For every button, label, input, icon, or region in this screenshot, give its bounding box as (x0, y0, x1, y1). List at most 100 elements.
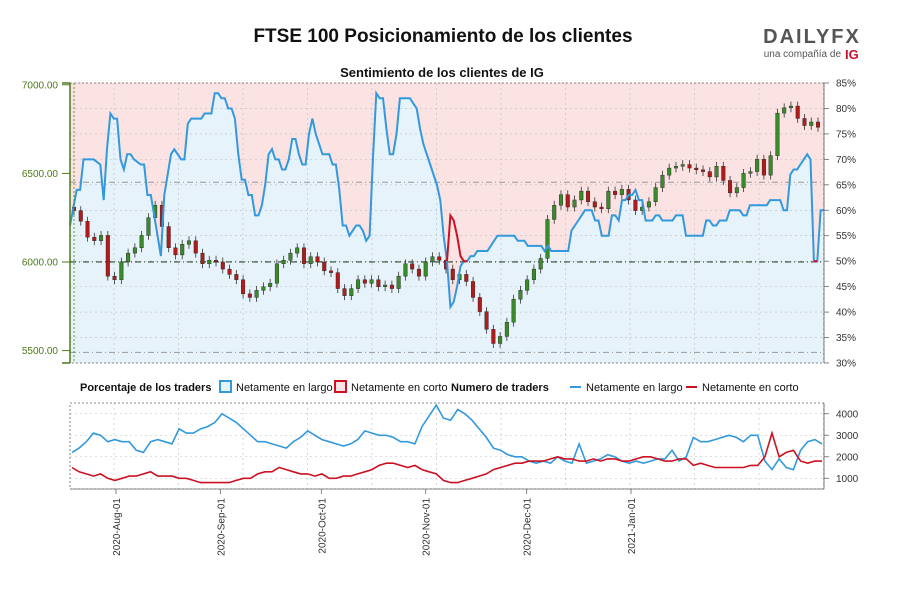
candle-body (775, 112, 780, 156)
date-tick-label: 2020-Nov-01 (422, 498, 433, 556)
candle-body (504, 322, 509, 337)
candle-body (552, 205, 557, 220)
legend-pct-long-swatch (219, 380, 232, 393)
candle-body (592, 201, 597, 208)
candle-body (295, 247, 300, 254)
candle-body (714, 166, 719, 178)
candle-body (511, 299, 516, 323)
candle-body (261, 286, 266, 291)
candle-body (342, 288, 347, 296)
candle-body (186, 240, 191, 245)
candle-body (558, 194, 563, 206)
candle-body (782, 107, 787, 114)
series-line-long (69, 90, 824, 311)
price-tick-label: 7000.00 (22, 80, 59, 91)
percent-tick-label: 45% (836, 282, 856, 293)
candle-body (816, 121, 821, 128)
candle-body (139, 235, 144, 249)
candle-body (85, 221, 90, 238)
candle-body (660, 174, 665, 188)
candle-body (802, 118, 807, 126)
legend-num-short-label: Netamente en corto (702, 382, 799, 394)
candle-body (633, 199, 638, 211)
candle-body (349, 288, 354, 296)
candle-body (383, 284, 388, 287)
percent-tick-label: 60% (836, 206, 856, 217)
candle-body (173, 247, 178, 256)
candle-body (146, 217, 151, 236)
candle-body (369, 279, 374, 284)
candle-body (227, 268, 232, 275)
chart-title: FTSE 100 Posicionamiento de los clientes (253, 26, 632, 47)
candle-body (545, 219, 550, 259)
price-tick-label: 6500.00 (22, 169, 59, 180)
candle-body (599, 206, 604, 210)
candle-body (416, 268, 421, 277)
traders-axis-ticks: 1000 2000 3000 4000 (823, 403, 859, 489)
candle-body (214, 260, 219, 263)
candle-body (132, 247, 137, 254)
candle-body (356, 279, 361, 289)
logo-ig-badge (845, 47, 864, 60)
date-tick-label: 2020-Sep-01 (216, 498, 227, 556)
percent-tick-label: 50% (836, 257, 856, 268)
traders-plot (69, 402, 825, 490)
sentiment-plot (69, 82, 825, 364)
bottom-grid (70, 403, 824, 489)
legend-num-title: Numero de traders (451, 382, 549, 394)
candle-body (741, 173, 746, 188)
candle-body (579, 190, 584, 201)
date-axis-ticks: 2020-Aug-01 2020-Sep-01 2020-Oct-01 2020-No… (70, 488, 824, 556)
candle-body (281, 260, 286, 264)
legend-pct-short-label: Netamente en corto (351, 382, 448, 394)
candle-body (728, 180, 733, 194)
candle-body (322, 261, 327, 272)
candle-body (667, 167, 672, 176)
candle-body (200, 252, 205, 264)
subplot-title: Sentimiento de los clientes de IG (340, 65, 544, 80)
candle-body (518, 290, 523, 300)
percent-tick-label: 30% (836, 359, 856, 370)
candle-body (112, 275, 117, 280)
candle-body (207, 260, 212, 264)
candle-body (687, 164, 692, 169)
percent-tick-label: 75% (836, 129, 856, 140)
bottom-plot-border (69, 402, 825, 490)
candle-body (707, 171, 712, 178)
candle-body (809, 121, 814, 126)
candle-body (673, 166, 678, 169)
candle-body (376, 279, 381, 287)
percent-tick-label: 80% (836, 104, 856, 115)
candle-body (301, 247, 306, 264)
candle-body (430, 256, 435, 263)
candle-body (525, 279, 530, 291)
candle-body (613, 190, 618, 195)
candle-body (646, 201, 651, 208)
candle-body (721, 166, 726, 181)
candle-body (694, 167, 699, 171)
date-tick-label: 2020-Oct-01 (317, 498, 328, 554)
traders-tick-label: 4000 (836, 409, 859, 420)
logo-wordmark: DAILYFX (763, 26, 861, 48)
candle-body (619, 189, 624, 195)
candle-body (680, 164, 685, 167)
candle-body (795, 105, 800, 119)
price-tick-label: 6000.00 (22, 257, 59, 268)
candle-body (538, 258, 543, 270)
candle-body (126, 252, 131, 263)
candle-body (748, 171, 753, 174)
legend-pct-long-label: Netamente en largo (236, 382, 333, 394)
traders-tick-label: 3000 (836, 431, 859, 442)
legend-pct-short-swatch (334, 380, 347, 393)
traders-tick-label: 1000 (836, 474, 859, 485)
candle-body (531, 268, 536, 280)
percent-axis-ticks: 30% 35% 40% 45% 50% 55% 60% 65% 70% 75% 80% 85% (823, 79, 856, 370)
candle-body (288, 252, 293, 261)
series-line-short (446, 212, 818, 263)
candle-body (471, 281, 476, 298)
candle-body (166, 226, 171, 249)
candle-body (329, 270, 334, 273)
candle-body (193, 240, 198, 254)
percent-tick-label: 65% (836, 180, 856, 191)
